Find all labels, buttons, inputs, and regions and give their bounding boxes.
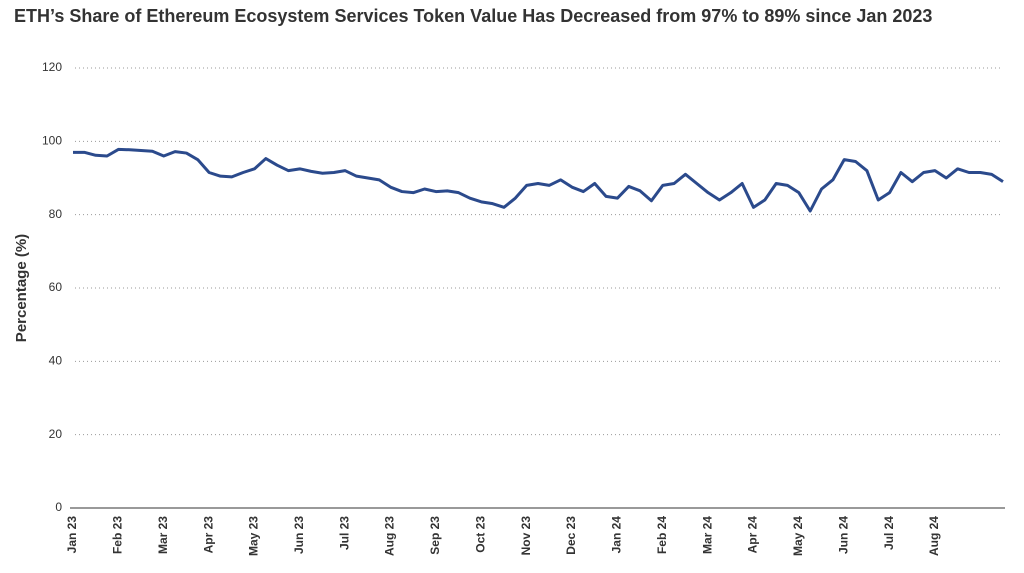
x-tick-label: Jul 24 bbox=[882, 516, 896, 550]
x-tick-label: Aug 23 bbox=[383, 516, 397, 556]
x-tick-label: May 24 bbox=[791, 516, 805, 556]
x-tick-label: Jan 23 bbox=[65, 516, 79, 554]
x-tick-label: Aug 24 bbox=[927, 516, 941, 556]
x-tick-label: Dec 23 bbox=[564, 516, 578, 555]
chart-title: ETH’s Share of Ethereum Ecosystem Servic… bbox=[14, 6, 933, 26]
x-tick-label: Jun 23 bbox=[292, 516, 306, 554]
data-line bbox=[73, 147, 1004, 213]
x-tick-label: Jul 23 bbox=[337, 516, 351, 550]
x-tick-label: Mar 24 bbox=[700, 516, 714, 554]
x-tick-label: Jun 24 bbox=[836, 516, 850, 554]
x-tick-label: May 23 bbox=[247, 516, 261, 556]
y-tick-label: 60 bbox=[49, 280, 63, 294]
y-axis-label: Percentage (%) bbox=[13, 234, 30, 342]
x-tick-label: Feb 24 bbox=[655, 516, 669, 554]
x-tick-label: Sep 23 bbox=[428, 516, 442, 555]
x-tick-label: Mar 23 bbox=[156, 516, 170, 554]
y-tick-label: 20 bbox=[49, 427, 63, 441]
y-tick-label: 0 bbox=[55, 500, 62, 514]
x-tick-label: Apr 24 bbox=[746, 516, 760, 554]
y-tick-label: 80 bbox=[49, 207, 63, 221]
x-tick-label: Oct 23 bbox=[473, 516, 487, 553]
x-tick-label: Apr 23 bbox=[201, 516, 215, 554]
y-tick-label: 120 bbox=[42, 60, 62, 74]
x-tick-label: Nov 23 bbox=[519, 516, 533, 556]
y-tick-label: 40 bbox=[49, 354, 63, 368]
x-tick-label: Feb 23 bbox=[111, 516, 125, 554]
x-tick-label: Jan 24 bbox=[610, 516, 624, 554]
y-tick-label: 100 bbox=[42, 134, 62, 148]
